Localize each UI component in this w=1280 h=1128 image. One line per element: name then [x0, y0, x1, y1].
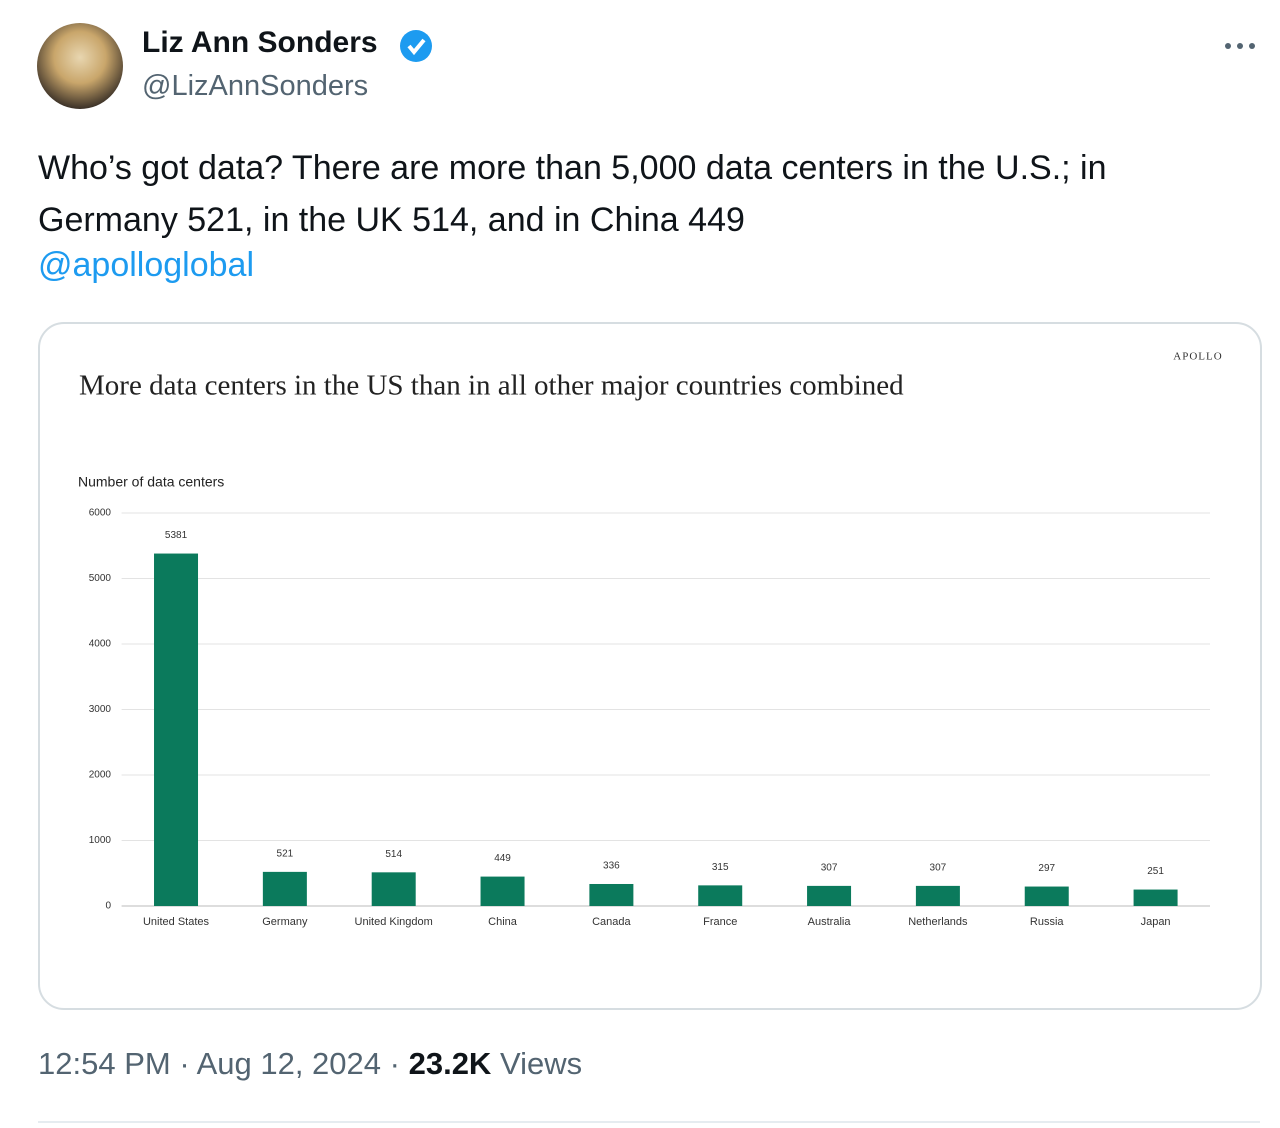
- bar: [1024, 886, 1069, 906]
- x-tick-label: Canada: [592, 916, 631, 928]
- avatar[interactable]: [37, 23, 123, 109]
- x-tick-label: United Kingdom: [355, 916, 433, 928]
- value-label: 5381: [165, 530, 188, 541]
- value-label: 307: [930, 863, 947, 874]
- x-tick-label: Russia: [1030, 916, 1065, 928]
- bar: [915, 885, 960, 906]
- separator: ·: [389, 1046, 400, 1081]
- bar: [589, 883, 634, 906]
- bar: [154, 553, 199, 906]
- verified-badge: [400, 30, 432, 62]
- y-tick-label: 3000: [89, 704, 112, 715]
- value-label: 514: [385, 849, 402, 860]
- media-card[interactable]: [38, 322, 1262, 1010]
- bar: [807, 885, 852, 906]
- value-label: 297: [1038, 863, 1055, 874]
- value-label: 449: [494, 853, 511, 864]
- x-tick-label: Australia: [808, 916, 852, 928]
- separator: ·: [179, 1046, 190, 1081]
- x-tick-label: Netherlands: [908, 916, 968, 928]
- y-axis-label: Number of data centers: [78, 474, 224, 490]
- y-tick-label: 5000: [89, 573, 112, 584]
- x-tick-label: Germany: [262, 916, 308, 928]
- x-tick-label: United States: [143, 916, 210, 928]
- y-tick-label: 4000: [89, 639, 112, 650]
- value-label: 315: [712, 862, 729, 873]
- x-tick-label: Japan: [1141, 916, 1171, 928]
- more-menu[interactable]: [1225, 43, 1255, 49]
- tweet-footer: 12:54 PM · Aug 12, 2024 · 23.2K Views: [38, 1046, 582, 1082]
- views-count: 23.2K: [408, 1046, 492, 1081]
- author-handle[interactable]: @LizAnnSonders: [142, 70, 369, 102]
- value-label: 251: [1147, 866, 1164, 877]
- y-tick-label: 1000: [89, 835, 112, 846]
- date[interactable]: Aug 12, 2024: [196, 1046, 382, 1081]
- time: 12:54 PM: [38, 1046, 171, 1081]
- bar: [480, 876, 525, 906]
- y-tick-label: 0: [105, 901, 111, 912]
- y-tick-label: 6000: [89, 508, 112, 519]
- chart-title: More data centers in the US than in all …: [79, 370, 904, 402]
- views-label: Views: [499, 1046, 583, 1081]
- author-name[interactable]: Liz Ann Sonders: [142, 26, 378, 59]
- x-tick-label: France: [703, 916, 737, 928]
- bar: [698, 885, 743, 906]
- brand: APOLLO: [1173, 351, 1222, 363]
- mention-link[interactable]: @apolloglobal: [38, 246, 255, 284]
- y-tick-label: 2000: [89, 770, 112, 781]
- value-label: 336: [603, 861, 620, 872]
- bar: [262, 871, 307, 906]
- bar: [1133, 889, 1178, 906]
- value-label: 307: [821, 863, 838, 874]
- x-tick-label: China: [488, 916, 518, 928]
- value-label: 521: [277, 849, 294, 860]
- tweet-text: Who’s got data? There are more than 5,00…: [38, 149, 1107, 239]
- bar: [371, 872, 416, 906]
